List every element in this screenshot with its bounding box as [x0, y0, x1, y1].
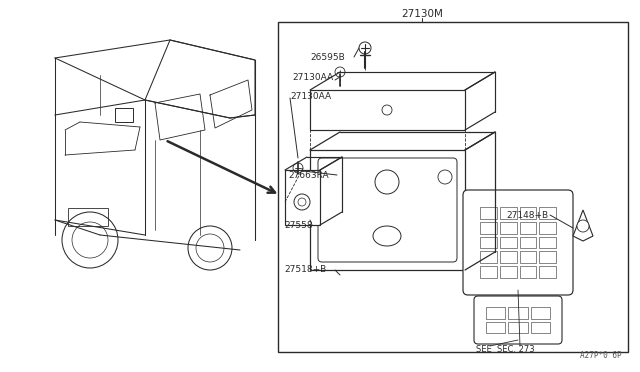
- Polygon shape: [573, 210, 593, 241]
- Text: 27663RA: 27663RA: [288, 170, 328, 180]
- Text: SEE  SEC. 273: SEE SEC. 273: [476, 346, 534, 355]
- FancyBboxPatch shape: [463, 190, 573, 295]
- Text: 27518+B: 27518+B: [284, 266, 326, 275]
- Circle shape: [196, 234, 224, 262]
- Bar: [310, 90, 465, 130]
- Bar: [500, 222, 516, 234]
- Bar: [500, 237, 516, 248]
- FancyBboxPatch shape: [474, 296, 562, 344]
- Bar: [278, 22, 628, 352]
- Text: A27P*0 6P: A27P*0 6P: [580, 351, 622, 360]
- Bar: [500, 266, 516, 278]
- Text: 26595B: 26595B: [310, 52, 345, 61]
- Bar: [531, 307, 550, 318]
- Bar: [508, 321, 527, 333]
- Circle shape: [188, 226, 232, 270]
- Bar: [540, 222, 556, 234]
- Bar: [68, 208, 108, 226]
- Bar: [520, 222, 536, 234]
- Text: 27130AA: 27130AA: [292, 73, 333, 81]
- Bar: [310, 150, 465, 270]
- Bar: [540, 251, 556, 263]
- Circle shape: [62, 212, 118, 268]
- Bar: [486, 321, 506, 333]
- Text: 27148+B: 27148+B: [506, 211, 548, 219]
- Bar: [508, 307, 527, 318]
- Text: 27558: 27558: [284, 221, 312, 230]
- Bar: [500, 251, 516, 263]
- Bar: [115, 108, 133, 122]
- Text: 27130M: 27130M: [401, 9, 443, 19]
- Bar: [486, 307, 506, 318]
- Bar: [520, 237, 536, 248]
- Bar: [285, 170, 320, 225]
- Circle shape: [577, 220, 589, 232]
- Bar: [520, 266, 536, 278]
- Bar: [540, 207, 556, 219]
- Bar: [480, 237, 497, 248]
- Bar: [540, 266, 556, 278]
- Circle shape: [72, 222, 108, 258]
- Bar: [480, 251, 497, 263]
- Bar: [480, 222, 497, 234]
- Bar: [480, 266, 497, 278]
- Text: 27130AA: 27130AA: [290, 92, 331, 100]
- Bar: [480, 207, 497, 219]
- Bar: [500, 207, 516, 219]
- Bar: [531, 321, 550, 333]
- Bar: [520, 251, 536, 263]
- Bar: [520, 207, 536, 219]
- Bar: [540, 237, 556, 248]
